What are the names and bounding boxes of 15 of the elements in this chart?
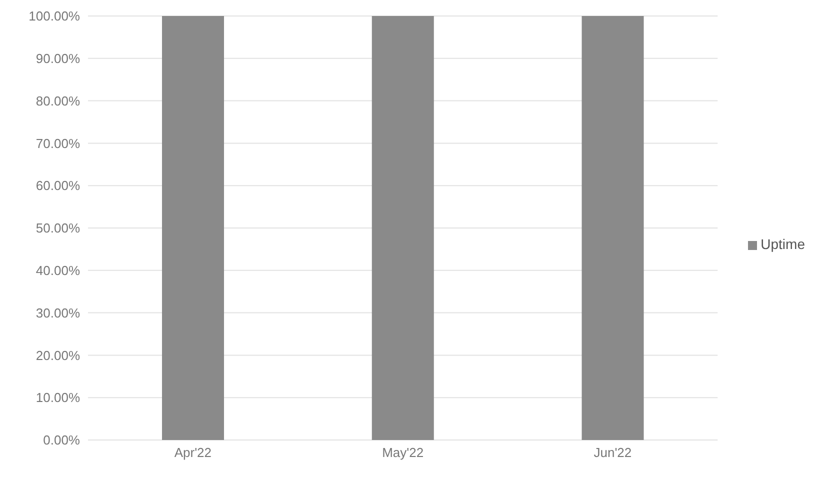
x-tick-label: Jun'22 bbox=[594, 445, 632, 460]
x-tick-label: May'22 bbox=[382, 445, 424, 460]
y-tick-label: 50.00% bbox=[36, 220, 80, 236]
x-tick-label: Apr'22 bbox=[174, 445, 212, 460]
y-tick-label: 10.00% bbox=[36, 390, 80, 406]
y-tick-label: 30.00% bbox=[36, 305, 80, 320]
y-tick-label: 100.00% bbox=[28, 8, 80, 24]
y-tick-label: 60.00% bbox=[36, 178, 80, 194]
y-tick-label: 70.00% bbox=[36, 136, 80, 151]
y-tick-label: 20.00% bbox=[36, 348, 80, 363]
y-tick-label: 0.00% bbox=[43, 432, 80, 448]
legend-label: Uptime bbox=[760, 236, 805, 252]
y-tick-label: 80.00% bbox=[36, 93, 80, 108]
y-tick-label: 90.00% bbox=[36, 51, 80, 66]
y-tick-label: 40.00% bbox=[36, 263, 80, 278]
